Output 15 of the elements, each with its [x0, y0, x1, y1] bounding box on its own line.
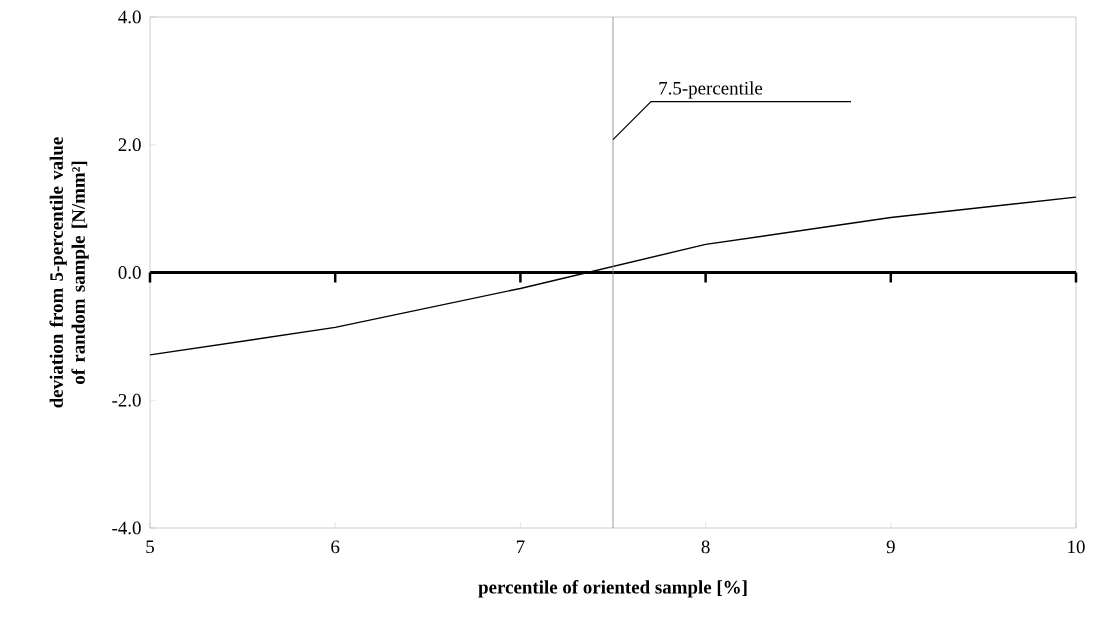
x-tick-label: 6	[331, 540, 340, 554]
y-axis-title: deviation from 5-percentile value of random sample [N/mm²]	[49, 137, 89, 408]
line-series	[149, 196, 1077, 356]
y-tick-label: 4.0	[118, 10, 141, 24]
y-tick-label: -4.0	[112, 521, 141, 535]
x-tick-label: 8	[701, 540, 710, 554]
x-axis-title: percentile of oriented sample [%]	[478, 580, 747, 598]
y-tick-label: 0.0	[118, 266, 141, 279]
y-tick-label: 2.0	[118, 138, 141, 152]
x-tick-label: 10	[1068, 540, 1085, 554]
y-tick-label: -2.0	[112, 393, 141, 407]
x-tick-label: 7	[516, 540, 525, 553]
ref-line-label: 7.5-percentile	[659, 81, 763, 99]
x-tick-label: 5	[146, 540, 154, 554]
x-tick-label: 9	[886, 540, 895, 554]
